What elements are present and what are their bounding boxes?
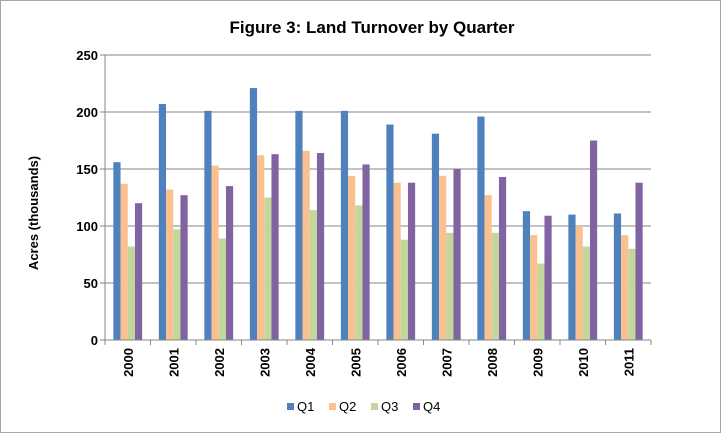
axes <box>100 54 652 345</box>
legend-label-q2: Q2 <box>339 399 356 414</box>
bar-q1-2005 <box>340 110 349 340</box>
bar-q1-2010 <box>568 214 576 340</box>
x-tick-label: 2010 <box>576 348 591 377</box>
legend-swatch-q1 <box>287 403 294 410</box>
bar-q1-2007 <box>431 133 440 340</box>
bar-q1-2006 <box>386 124 394 340</box>
x-tick-label: 2011 <box>621 348 636 376</box>
y-tick-label: 250 <box>76 48 98 63</box>
x-tick-label: 2001 <box>166 348 181 377</box>
bar-q1-2003 <box>249 88 258 340</box>
bar-q2-2000 <box>120 183 128 340</box>
bar-q2-2007 <box>439 175 447 340</box>
bar-q3-2007 <box>446 232 454 340</box>
bar-q1-2000 <box>113 162 121 340</box>
bar-q4-2004 <box>316 153 325 340</box>
bar-q2-2002 <box>211 165 219 340</box>
x-tick-label: 2003 <box>257 348 272 377</box>
bar-q3-2002 <box>218 238 226 340</box>
y-tick-label: 50 <box>84 276 98 291</box>
y-axis-label: Acres (thousands) <box>26 156 41 270</box>
bar-q3-2011 <box>628 248 636 340</box>
y-tick-label: 0 <box>91 333 98 348</box>
bar-q1-2001 <box>158 104 167 341</box>
bar-q3-2010 <box>582 246 590 340</box>
bar-q2-2006 <box>393 182 401 340</box>
bar-q3-2006 <box>400 239 408 340</box>
bar-q3-2008 <box>491 232 499 340</box>
x-tick-label: 2006 <box>394 348 409 377</box>
legend-label-q3: Q3 <box>381 399 398 414</box>
bar-q3-2000 <box>127 246 135 340</box>
x-tick-label: 2007 <box>439 348 454 377</box>
x-tick-label: 2008 <box>485 348 500 377</box>
legend-label-q1: Q1 <box>297 399 314 414</box>
x-tick-labels: 2000 2001 2002 2003 2004 2005 2006 2007 2008 2009… <box>121 347 637 377</box>
x-tick-label: 2009 <box>530 348 545 377</box>
bars <box>113 88 643 341</box>
y-tick-labels: 0 50 100 150 200 250 <box>76 48 98 348</box>
bar-q2-2011 <box>621 235 629 340</box>
bar-q3-2003 <box>264 197 272 340</box>
y-tick-label: 100 <box>76 219 98 234</box>
bar-q2-2008 <box>484 195 492 340</box>
legend-swatch-q3 <box>371 403 378 410</box>
bar-q1-2011 <box>613 213 622 340</box>
legend-label-q4: Q4 <box>423 399 440 414</box>
bar-q2-2010 <box>575 226 583 340</box>
bar-q4-2003 <box>271 154 279 340</box>
y-tick-label: 150 <box>76 162 98 177</box>
bar-q1-2004 <box>295 110 303 340</box>
gridlines <box>105 54 651 284</box>
bar-q2-2001 <box>166 189 174 340</box>
chart-title: Figure 3: Land Turnover by Quarter <box>230 18 515 37</box>
bar-q2-2003 <box>257 155 265 340</box>
bar-q4-2008 <box>498 176 507 340</box>
bar-q4-2006 <box>407 182 416 340</box>
bar-q4-2011 <box>635 182 643 340</box>
bar-q2-2004 <box>302 150 310 340</box>
bar-q1-2002 <box>204 110 212 340</box>
bar-q3-2009 <box>537 263 545 340</box>
bar-q1-2008 <box>477 116 485 340</box>
bar-q4-2005 <box>362 164 370 340</box>
bar-q4-2009 <box>544 215 552 340</box>
bar-q4-2007 <box>453 169 461 340</box>
x-tick-label: 2000 <box>121 348 136 377</box>
bar-q3-2001 <box>173 229 181 340</box>
y-tick-label: 200 <box>76 105 98 120</box>
legend: Q1 Q2 Q3 Q4 <box>287 399 440 414</box>
bar-q3-2005 <box>355 205 363 340</box>
x-tick-label: 2002 <box>212 348 227 377</box>
legend-swatch-q2 <box>329 403 336 410</box>
bar-q4-2000 <box>134 203 143 340</box>
bar-q4-2002 <box>225 186 234 340</box>
bar-q1-2009 <box>522 211 531 340</box>
bar-q4-2010 <box>589 140 598 340</box>
x-tick-label: 2005 <box>348 348 363 377</box>
bar-q2-2009 <box>530 235 538 340</box>
x-tick-label: 2004 <box>303 347 318 377</box>
bar-q3-2004 <box>309 210 317 340</box>
legend-swatch-q4 <box>413 403 420 410</box>
bar-q4-2001 <box>180 195 188 340</box>
bar-q2-2005 <box>348 175 356 340</box>
